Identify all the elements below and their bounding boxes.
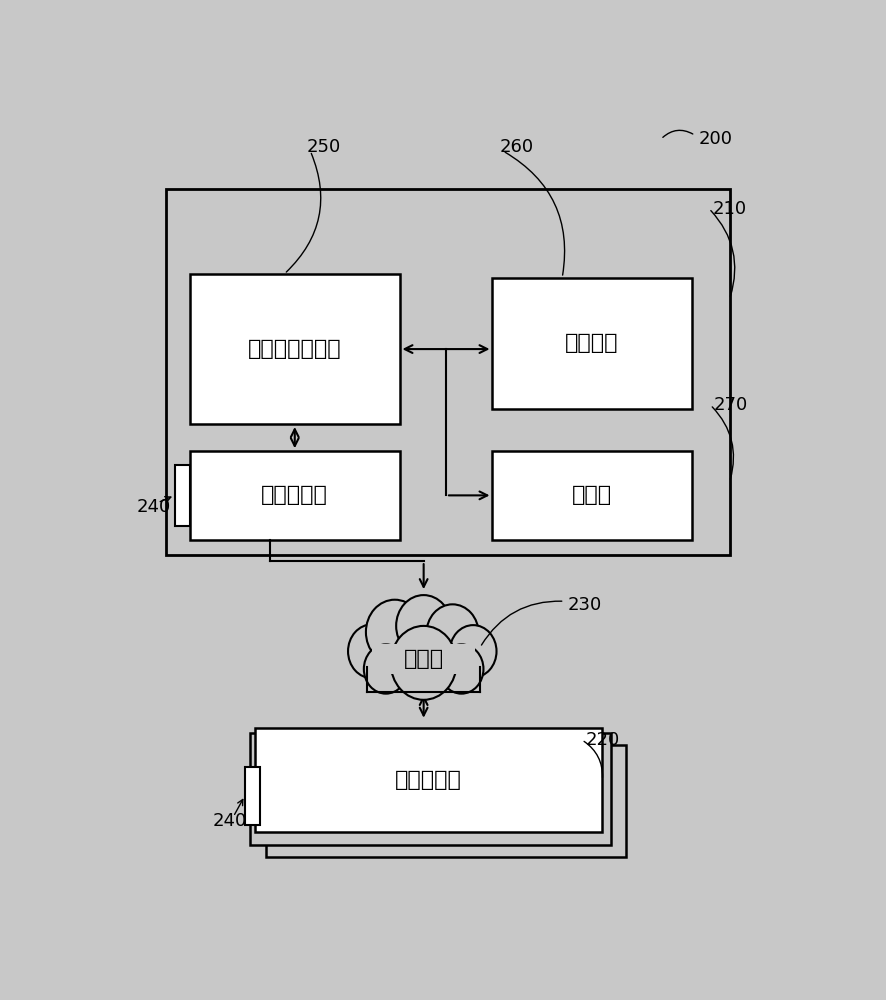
Bar (367, 651, 479, 694)
Text: 网络服务器: 网络服务器 (261, 485, 328, 505)
Bar (166, 189, 728, 555)
Text: 220: 220 (585, 731, 618, 749)
Circle shape (347, 624, 396, 678)
Bar (175, 465, 190, 526)
Text: 240: 240 (136, 498, 171, 516)
Text: 250: 250 (307, 138, 340, 156)
Bar (190, 274, 399, 424)
Text: 因特网: 因特网 (403, 649, 443, 669)
Bar (492, 451, 691, 540)
Text: 浏览器应用: 浏览器应用 (395, 770, 462, 790)
Bar (245, 767, 260, 825)
Bar (372, 644, 475, 674)
Circle shape (439, 644, 483, 694)
Circle shape (426, 604, 478, 663)
Text: 230: 230 (567, 596, 602, 614)
Bar (250, 733, 610, 845)
Circle shape (449, 625, 496, 677)
Bar (265, 745, 626, 857)
Text: 260: 260 (499, 138, 532, 156)
Text: 210: 210 (711, 200, 746, 218)
Text: 270: 270 (713, 396, 747, 414)
Bar (190, 451, 399, 540)
Circle shape (363, 644, 408, 694)
Circle shape (396, 595, 451, 657)
Text: 200: 200 (698, 130, 732, 148)
Circle shape (390, 626, 456, 700)
Bar (255, 728, 602, 832)
Bar (492, 278, 691, 409)
Text: 240: 240 (213, 812, 246, 830)
Text: 超文本预处理器: 超文本预处理器 (248, 339, 341, 359)
Text: 数据库: 数据库 (571, 485, 611, 505)
Text: 网页模板: 网页模板 (564, 333, 618, 353)
Circle shape (366, 600, 424, 664)
